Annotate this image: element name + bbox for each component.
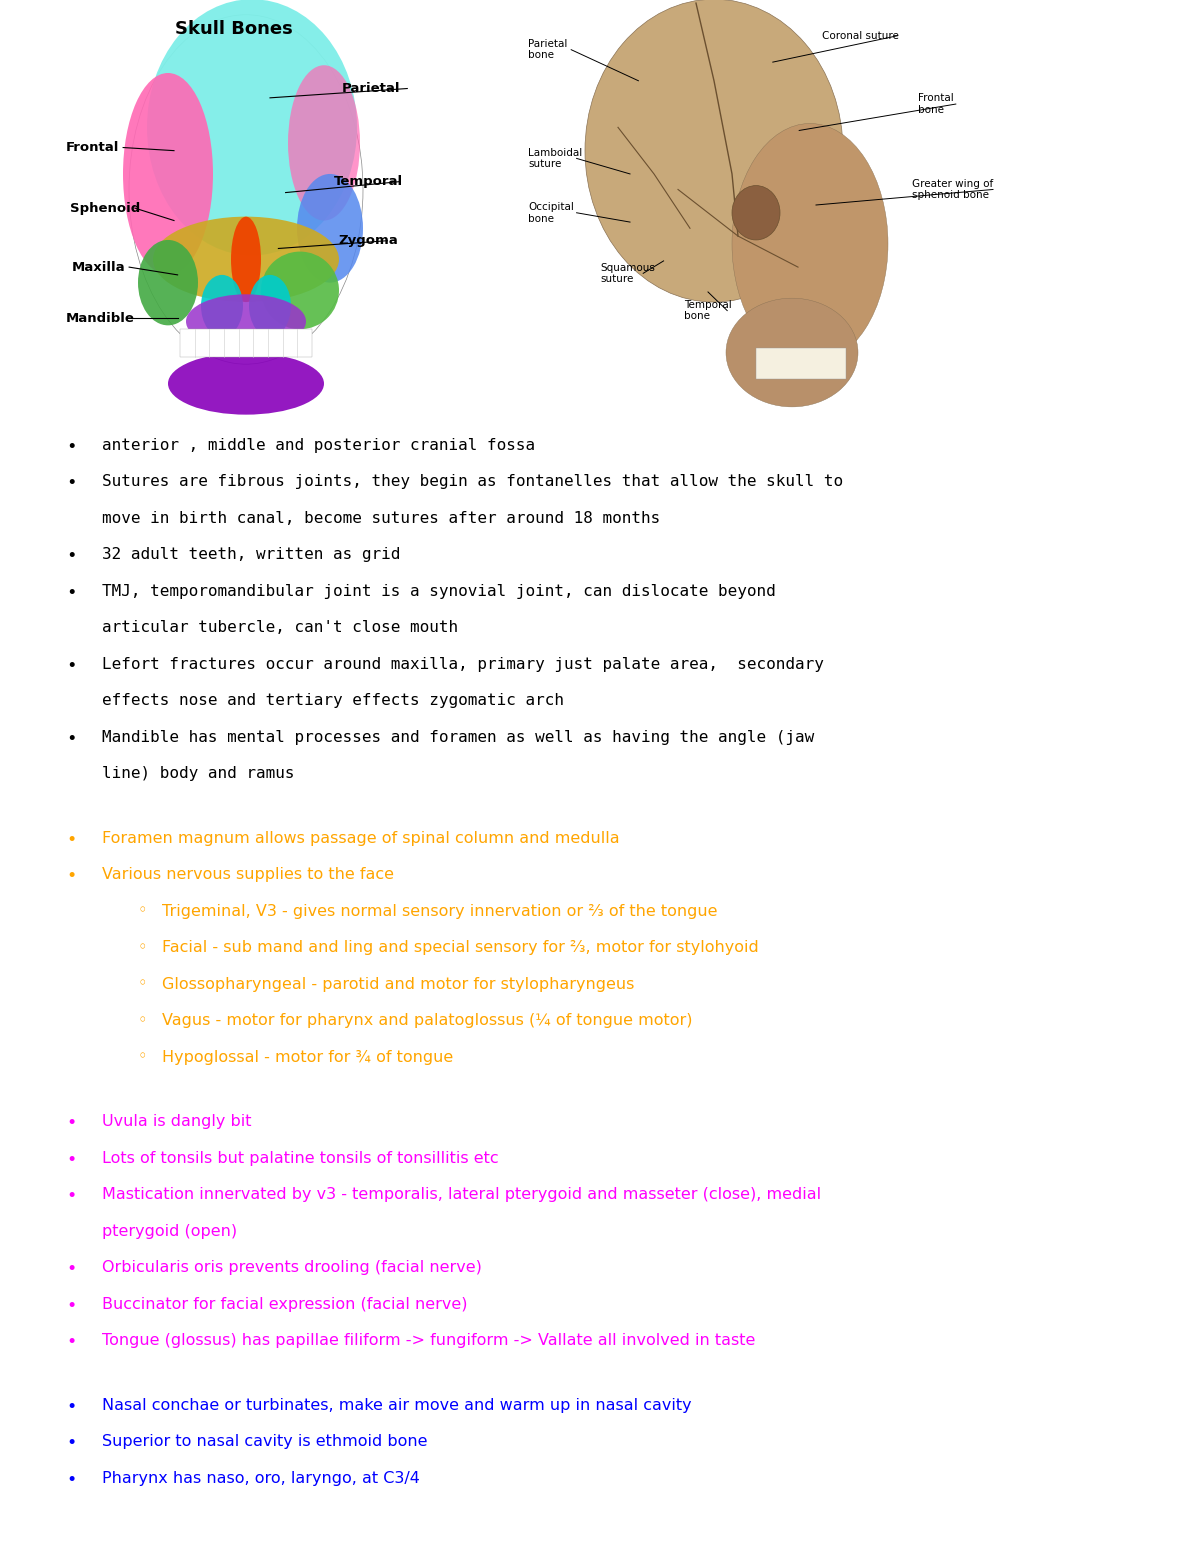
Text: Squamous
suture: Squamous suture: [600, 262, 655, 284]
Text: Parietal
bone: Parietal bone: [528, 39, 568, 61]
Text: •: •: [66, 730, 77, 749]
Text: Tongue (glossus) has papillae filiform -> fungiform -> Vallate all involved in t: Tongue (glossus) has papillae filiform -…: [102, 1332, 755, 1348]
Text: Sphenoid: Sphenoid: [70, 202, 140, 214]
Text: •: •: [66, 1471, 77, 1489]
Text: Foramen magnum allows passage of spinal column and medulla: Foramen magnum allows passage of spinal …: [102, 831, 619, 846]
Text: •: •: [66, 831, 77, 849]
Text: 32 adult teeth, written as grid: 32 adult teeth, written as grid: [102, 547, 401, 562]
Text: Sutures are fibrous joints, they begin as fontanelles that allow the skull to: Sutures are fibrous joints, they begin a…: [102, 475, 844, 489]
Ellipse shape: [298, 174, 364, 283]
Ellipse shape: [586, 0, 842, 301]
Text: Orbicularis oris prevents drooling (facial nerve): Orbicularis oris prevents drooling (faci…: [102, 1259, 482, 1275]
Text: •: •: [66, 1151, 77, 1169]
Text: articular tubercle, can't close mouth: articular tubercle, can't close mouth: [102, 620, 458, 635]
Text: Temporal
bone: Temporal bone: [684, 300, 732, 321]
Text: •: •: [66, 547, 77, 565]
Ellipse shape: [148, 0, 358, 255]
Bar: [756, 348, 846, 379]
Ellipse shape: [230, 217, 262, 303]
Text: Frontal: Frontal: [66, 141, 119, 154]
Text: •: •: [66, 1114, 77, 1132]
Text: Buccinator for facial expression (facial nerve): Buccinator for facial expression (facial…: [102, 1297, 468, 1312]
Ellipse shape: [726, 298, 858, 407]
Text: Glossopharyngeal - parotid and motor for stylopharyngeus: Glossopharyngeal - parotid and motor for…: [162, 977, 635, 992]
Text: •: •: [66, 1433, 77, 1452]
Text: •: •: [66, 867, 77, 885]
Text: Hypoglossal - motor for ¾ of tongue: Hypoglossal - motor for ¾ of tongue: [162, 1050, 454, 1065]
Text: effects nose and tertiary effects zygomatic arch: effects nose and tertiary effects zygoma…: [102, 693, 564, 708]
Text: Occipital
bone: Occipital bone: [528, 202, 574, 224]
Ellipse shape: [732, 124, 888, 365]
Ellipse shape: [250, 275, 292, 337]
Ellipse shape: [288, 65, 360, 221]
Text: ◦: ◦: [138, 977, 148, 992]
Ellipse shape: [168, 353, 324, 415]
Text: •: •: [66, 1186, 77, 1205]
Ellipse shape: [128, 14, 364, 365]
Bar: [180, 329, 312, 357]
Text: Temporal: Temporal: [334, 175, 403, 188]
Ellipse shape: [262, 252, 340, 329]
Text: Parietal: Parietal: [342, 82, 401, 95]
Text: Maxilla: Maxilla: [72, 261, 126, 273]
Ellipse shape: [186, 294, 306, 349]
Ellipse shape: [732, 185, 780, 239]
Text: Skull Bones: Skull Bones: [175, 20, 293, 37]
Ellipse shape: [152, 217, 340, 303]
Ellipse shape: [122, 73, 214, 275]
Text: •: •: [66, 1297, 77, 1315]
Text: •: •: [66, 438, 77, 457]
Text: Superior to nasal cavity is ethmoid bone: Superior to nasal cavity is ethmoid bone: [102, 1433, 427, 1449]
Text: •: •: [66, 1398, 77, 1416]
Text: Uvula is dangly bit: Uvula is dangly bit: [102, 1114, 252, 1129]
Text: •: •: [66, 1259, 77, 1278]
Text: •: •: [66, 475, 77, 492]
Text: Mandible has mental processes and foramen as well as having the angle (jaw: Mandible has mental processes and forame…: [102, 730, 815, 745]
Text: Various nervous supplies to the face: Various nervous supplies to the face: [102, 867, 394, 882]
Text: move in birth canal, become sutures after around 18 months: move in birth canal, become sutures afte…: [102, 511, 660, 526]
Text: Facial - sub mand and ling and special sensory for ⅔, motor for stylohyoid: Facial - sub mand and ling and special s…: [162, 940, 758, 955]
Text: Mastication innervated by v3 - temporalis, lateral pterygoid and masseter (close: Mastication innervated by v3 - temporali…: [102, 1186, 821, 1202]
Text: ◦: ◦: [138, 1050, 148, 1065]
Text: ◦: ◦: [138, 940, 148, 955]
Ellipse shape: [202, 275, 242, 337]
Text: ◦: ◦: [138, 904, 148, 919]
Text: line) body and ramus: line) body and ramus: [102, 766, 294, 781]
Text: Zygoma: Zygoma: [338, 235, 398, 247]
Text: ◦: ◦: [138, 1013, 148, 1028]
Text: Frontal
bone: Frontal bone: [918, 93, 954, 115]
Text: •: •: [66, 1332, 77, 1351]
Text: Nasal conchae or turbinates, make air move and warm up in nasal cavity: Nasal conchae or turbinates, make air mo…: [102, 1398, 691, 1413]
Text: Lamboidal
suture: Lamboidal suture: [528, 148, 582, 169]
Text: Mandible: Mandible: [66, 312, 134, 325]
Text: Greater wing of
sphenoid bone: Greater wing of sphenoid bone: [912, 179, 994, 200]
Text: Trigeminal, V3 - gives normal sensory innervation or ⅔ of the tongue: Trigeminal, V3 - gives normal sensory in…: [162, 904, 718, 919]
Text: Vagus - motor for pharynx and palatoglossus (¼ of tongue motor): Vagus - motor for pharynx and palatoglos…: [162, 1013, 692, 1028]
Text: anterior , middle and posterior cranial fossa: anterior , middle and posterior cranial …: [102, 438, 535, 453]
Text: Lots of tonsils but palatine tonsils of tonsillitis etc: Lots of tonsils but palatine tonsils of …: [102, 1151, 499, 1166]
Text: •: •: [66, 657, 77, 676]
Ellipse shape: [138, 241, 198, 326]
Text: pterygoid (open): pterygoid (open): [102, 1224, 238, 1239]
Text: •: •: [66, 584, 77, 603]
Text: Pharynx has naso, oro, laryngo, at C3/4: Pharynx has naso, oro, laryngo, at C3/4: [102, 1471, 420, 1486]
Text: Coronal suture: Coronal suture: [822, 31, 899, 40]
Text: TMJ, temporomandibular joint is a synovial joint, can dislocate beyond: TMJ, temporomandibular joint is a synovi…: [102, 584, 775, 599]
Text: Lefort fractures occur around maxilla, primary just palate area,  secondary: Lefort fractures occur around maxilla, p…: [102, 657, 824, 672]
